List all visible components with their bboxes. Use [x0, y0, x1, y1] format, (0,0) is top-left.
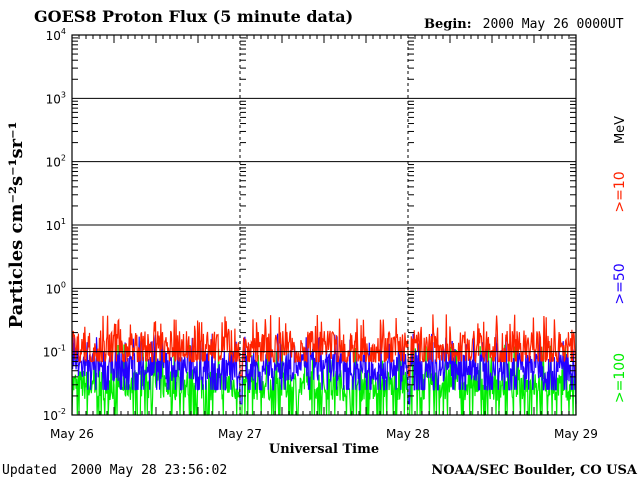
y-tick-base: 10	[46, 29, 61, 43]
legend-entry-50mev: >=50	[612, 263, 628, 304]
source-credit: NOAA/SEC Boulder, CO USA	[431, 463, 638, 478]
chart-title: GOES8 Proton Flux (5 minute data)	[34, 7, 353, 26]
y-tick-base: 10	[46, 92, 61, 106]
y-tick-label: 104	[46, 27, 66, 43]
y-tick-exponent: -2	[58, 407, 66, 416]
legend-unit: MeV	[613, 116, 628, 144]
begin-value: 2000 May 26 0000UT	[483, 17, 624, 32]
legend-entry-100mev: >=100	[612, 353, 628, 403]
y-tick-base: 10	[43, 409, 58, 423]
legend-entry-10mev: >=10	[612, 171, 628, 212]
y-tick-exponent: -1	[58, 344, 66, 353]
y-tick-base: 10	[43, 346, 58, 360]
y-tick-exponent: 0	[61, 280, 66, 289]
x-tick-label: May 26	[50, 427, 94, 441]
y-tick-label: 102	[46, 154, 66, 170]
grid-layer	[72, 35, 576, 415]
y-tick-base: 10	[46, 156, 61, 170]
updated-stamp: Updated 2000 May 28 23:56:02	[2, 463, 227, 478]
begin-date: Begin: 2000 May 26 0000UT	[424, 13, 624, 32]
y-tick-label: 10-1	[43, 344, 66, 360]
x-tick-label: May 27	[218, 427, 262, 441]
y-tick-base: 10	[46, 219, 61, 233]
updated-value: 2000 May 28 23:56:02	[71, 463, 228, 478]
x-axis-label: Universal Time	[269, 442, 379, 457]
updated-label: Updated	[2, 463, 57, 478]
y-tick-label: 100	[46, 280, 66, 296]
y-tick-label: 101	[46, 217, 66, 233]
y-axis-label: Particles cm⁻²s⁻¹sr⁻¹	[6, 122, 27, 329]
y-tick-label: 10-2	[43, 407, 66, 423]
y-tick-exponent: 3	[61, 90, 66, 99]
y-tick-label: 103	[46, 90, 66, 106]
y-tick-base: 10	[46, 282, 61, 296]
series-line-10mev	[71, 314, 577, 377]
x-tick-label: May 29	[554, 427, 598, 441]
y-tick-exponent: 1	[61, 217, 66, 226]
series-layer	[71, 314, 577, 416]
x-tick-labels: May 26 May 27 May 28 May 29	[50, 427, 598, 441]
x-tick-label: May 28	[386, 427, 430, 441]
y-tick-exponent: 4	[61, 27, 66, 36]
plot-frame	[71, 34, 577, 416]
legend: MeV >=10 >=50 >=100	[612, 116, 628, 403]
begin-label: Begin:	[424, 17, 472, 32]
y-tick-exponent: 2	[61, 154, 66, 163]
